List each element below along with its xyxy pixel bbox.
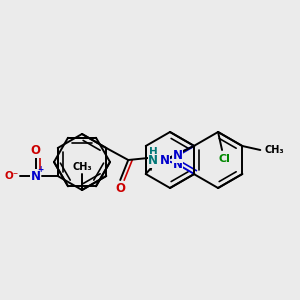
Text: N: N	[172, 149, 182, 162]
Text: O: O	[115, 182, 125, 196]
Text: Cl: Cl	[218, 154, 230, 164]
Text: O⁻: O⁻	[4, 171, 19, 181]
Text: H: H	[149, 147, 158, 157]
Text: N: N	[31, 169, 41, 182]
Text: N: N	[148, 154, 158, 167]
Text: N: N	[172, 158, 182, 171]
Text: O: O	[31, 145, 41, 158]
Text: +: +	[38, 166, 44, 175]
Text: CH₃: CH₃	[72, 162, 92, 172]
Text: CH₃: CH₃	[265, 145, 284, 155]
Text: N: N	[160, 154, 170, 166]
